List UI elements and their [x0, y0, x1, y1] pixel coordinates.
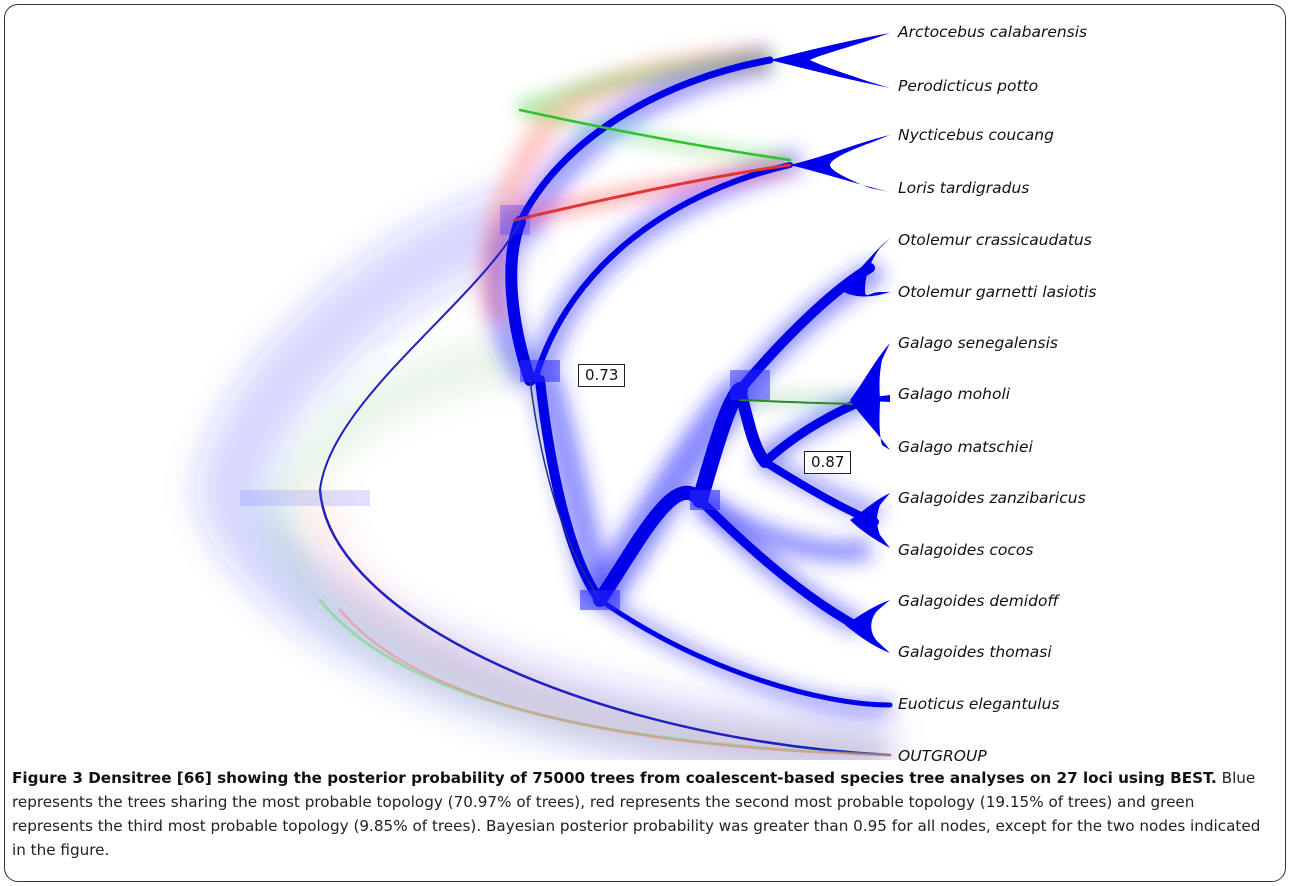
taxon-label: Loris tardigradus	[898, 179, 1030, 197]
terminal-fans	[770, 33, 890, 653]
taxon-label: Galagoides zanzibaricus	[898, 489, 1086, 507]
taxon-label: Nycticebus coucang	[898, 126, 1054, 144]
taxon-label: Galago senegalensis	[898, 334, 1058, 352]
taxon-label: Otolemur crassicaudatus	[898, 231, 1092, 249]
taxon-label: Galagoides cocos	[898, 541, 1034, 559]
densitree-plot	[194, 33, 893, 760]
figure-caption: Figure 3 Densitree [66] showing the post…	[12, 766, 1278, 862]
support-label: 0.73	[578, 364, 626, 387]
taxon-label: OUTGROUP	[898, 747, 987, 765]
root-cloud	[194, 187, 892, 760]
taxon-label: Arctocebus calabarensis	[898, 23, 1088, 41]
node-height-bands	[240, 205, 770, 610]
caption-title: Figure 3 Densitree [66] showing the post…	[12, 769, 1217, 787]
taxon-label: Galago matschiei	[898, 438, 1033, 456]
taxon-label: Otolemur garnetti lasiotis	[898, 283, 1097, 301]
alt-topology-lines	[318, 108, 892, 757]
taxon-label: Galagoides thomasi	[898, 643, 1052, 661]
taxon-label: Galagoides demidoff	[898, 592, 1059, 610]
taxon-label: Euoticus elegantulus	[898, 695, 1060, 713]
taxon-label: Perodicticus potto	[898, 77, 1039, 95]
support-label: 0.87	[804, 451, 852, 474]
figure-frame	[4, 4, 1286, 882]
taxon-label: Galago moholi	[898, 385, 1011, 403]
caption-body: Blue represents the trees sharing the mo…	[12, 769, 1261, 859]
